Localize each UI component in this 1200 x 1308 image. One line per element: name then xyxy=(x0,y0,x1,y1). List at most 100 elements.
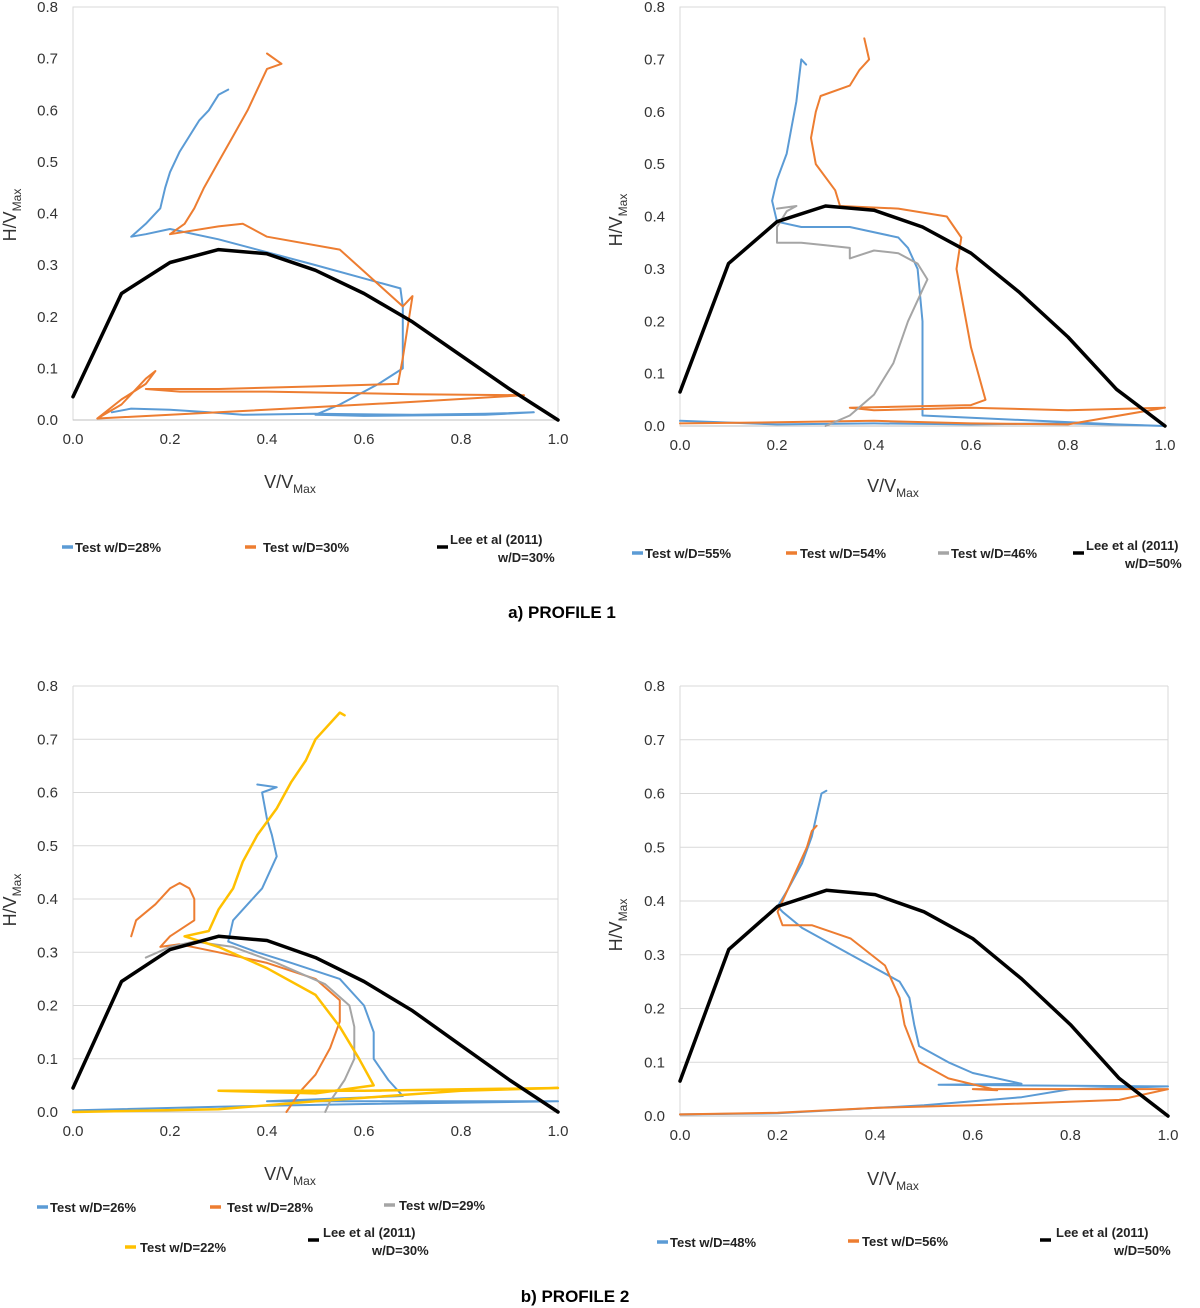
legend-item: Test w/D=29% xyxy=(384,1198,486,1213)
x-tick-label: 0.4 xyxy=(864,437,885,454)
y-tick-label: 0.2 xyxy=(644,313,665,330)
legend-item: Test w/D=26% xyxy=(37,1200,137,1215)
legend-item: Lee et al (2011) w/D=50% xyxy=(1073,538,1182,571)
x-tick-label: 0.8 xyxy=(451,431,472,448)
x-tick-label: 1.0 xyxy=(1155,437,1176,454)
legend-item: Test w/D=30% xyxy=(245,540,350,555)
legend-label: Test w/D=29% xyxy=(399,1198,486,1213)
y-tick-label: 0.7 xyxy=(37,51,58,68)
series-line-lee-et-al-2011 xyxy=(678,888,1170,1118)
legend-label-line: w/D=50% xyxy=(1113,1243,1171,1258)
x-tick-label: 0.0 xyxy=(670,437,691,454)
legend-item: Test w/D=22% xyxy=(125,1240,227,1255)
x-axis-label-sub: Max xyxy=(293,1174,316,1188)
y-tick-label: 0.2 xyxy=(37,998,58,1015)
y-tick-label: 0.1 xyxy=(644,366,665,383)
y-axis-label-sub: Max xyxy=(616,899,630,922)
y-tick-label: 0.5 xyxy=(644,156,665,173)
x-axis-label-sub: Max xyxy=(896,1179,919,1193)
y-tick-label: 0.7 xyxy=(644,732,665,749)
legend-label: Lee et al (2011) w/D=50% xyxy=(1056,1225,1171,1258)
y-axis-label-main: H/V xyxy=(0,211,20,241)
y-axis-label: H/VMax xyxy=(606,899,630,952)
legend-item: Test w/D=55% xyxy=(632,546,732,561)
x-axis-label: V/VMax xyxy=(264,472,316,496)
series-line-test-w-d-29 xyxy=(144,940,356,1113)
legend-label: Test w/D=54% xyxy=(800,546,887,561)
y-tick-label: 0.1 xyxy=(37,360,58,377)
y-axis-label-sub: Max xyxy=(616,194,630,217)
y-tick-label: 0.0 xyxy=(644,418,665,435)
x-tick-label: 0.0 xyxy=(63,431,84,448)
series-line-lee-et-al-2011 xyxy=(71,247,560,422)
y-tick-label: 0.3 xyxy=(37,944,58,961)
y-tick-label: 0.0 xyxy=(37,412,58,429)
series-line-test-w-d-46 xyxy=(776,205,929,427)
legend-item: Test w/D=46% xyxy=(938,546,1038,561)
legend-label: Test w/D=28% xyxy=(75,540,162,555)
legend-item: Lee et al (2011) w/D=30% xyxy=(437,532,555,565)
y-axis-label: H/VMax xyxy=(0,874,24,927)
x-axis-label-main: V/V xyxy=(867,476,896,496)
y-axis-label: H/VMax xyxy=(606,194,630,247)
legend-item: Test w/D=28% xyxy=(210,1200,314,1215)
x-tick-label: 0.0 xyxy=(670,1127,691,1144)
y-tick-label: 0.5 xyxy=(37,838,58,855)
x-tick-label: 0.4 xyxy=(257,1123,278,1140)
x-axis-label: V/VMax xyxy=(867,1169,919,1193)
legend-label: Test w/D=22% xyxy=(140,1240,227,1255)
legend-item: Test w/D=28% xyxy=(62,540,162,555)
y-tick-label: 0.5 xyxy=(644,839,665,856)
y-tick-label: 0.0 xyxy=(37,1104,58,1121)
y-tick-label: 0.4 xyxy=(37,206,58,223)
y-tick-label: 0.8 xyxy=(37,0,58,16)
x-tick-label: 0.4 xyxy=(257,431,278,448)
series-line-lee-et-al-2011 xyxy=(678,204,1167,428)
legend-label: Test w/D=46% xyxy=(951,546,1038,561)
legend-label-line: w/D=30% xyxy=(371,1243,429,1258)
x-tick-label: 0.8 xyxy=(1060,1127,1081,1144)
x-tick-label: 0.8 xyxy=(1058,437,1079,454)
series-line-test-w-d-56 xyxy=(679,824,1169,1116)
y-tick-label: 0.5 xyxy=(37,154,58,171)
legend-item: Lee et al (2011) w/D=30% xyxy=(308,1225,429,1258)
legend: Test w/D=26% Test w/D=28% Test w/D=29% Test… xyxy=(37,1198,486,1258)
legend-label: Lee et al (2011) w/D=30% xyxy=(323,1225,429,1258)
y-tick-label: 0.6 xyxy=(644,104,665,121)
legend-label: Test w/D=48% xyxy=(670,1235,757,1250)
series-line-test-w-d-28 xyxy=(130,882,341,1113)
legend-item: Test w/D=54% xyxy=(786,546,887,561)
legend: Test w/D=28% Test w/D=30% Lee et al (2011)… xyxy=(62,532,555,565)
x-axis-label-main: V/V xyxy=(867,1169,896,1189)
x-tick-label: 0.2 xyxy=(767,1127,788,1144)
series-line-test-w-d-22 xyxy=(71,711,560,1114)
y-tick-label: 0.2 xyxy=(644,1001,665,1018)
legend-item: Lee et al (2011) w/D=50% xyxy=(1040,1225,1171,1258)
legend-label: Test w/D=26% xyxy=(50,1200,137,1215)
x-tick-label: 0.0 xyxy=(63,1123,84,1140)
y-tick-label: 0.6 xyxy=(644,786,665,803)
chart-panel-b-right: 0.0 0.2 0.4 0.6 0.8 1.0 0.0 0.1 0.2 0.3 0.4 0.5 0.6 0… xyxy=(606,678,1178,1258)
y-tick-label: 0.8 xyxy=(644,0,665,16)
caption-profile-2: b) PROFILE 2 xyxy=(521,1287,630,1306)
x-tick-label: 1.0 xyxy=(548,431,569,448)
chart-panel-a-left: 0.0 0.2 0.4 0.6 0.8 1.0 0.0 0.1 0.2 0.3 0.4 0.5 0.6 0… xyxy=(0,0,568,565)
y-axis-label-main: H/V xyxy=(0,896,20,926)
series-line-lee-et-al-2011 xyxy=(71,934,560,1114)
y-axis-label-sub: Max xyxy=(10,874,24,897)
x-tick-label: 1.0 xyxy=(548,1123,569,1140)
legend-label: Lee et al (2011) w/D=30% xyxy=(450,532,555,565)
y-tick-label: 0.3 xyxy=(644,261,665,278)
y-tick-label: 0.4 xyxy=(37,891,58,908)
y-axis-label-main: H/V xyxy=(606,921,626,951)
series-line-test-w-d-30 xyxy=(96,52,525,420)
x-axis-label: V/VMax xyxy=(867,476,919,500)
legend: Test w/D=48% Test w/D=56% Lee et al (2011)… xyxy=(657,1225,1171,1258)
y-tick-label: 0.3 xyxy=(644,947,665,964)
x-tick-label: 0.6 xyxy=(962,1127,983,1144)
y-tick-label: 0.3 xyxy=(37,257,58,274)
legend-label: Test w/D=56% xyxy=(862,1234,949,1249)
x-tick-label: 1.0 xyxy=(1158,1127,1179,1144)
y-tick-label: 0.2 xyxy=(37,309,58,326)
